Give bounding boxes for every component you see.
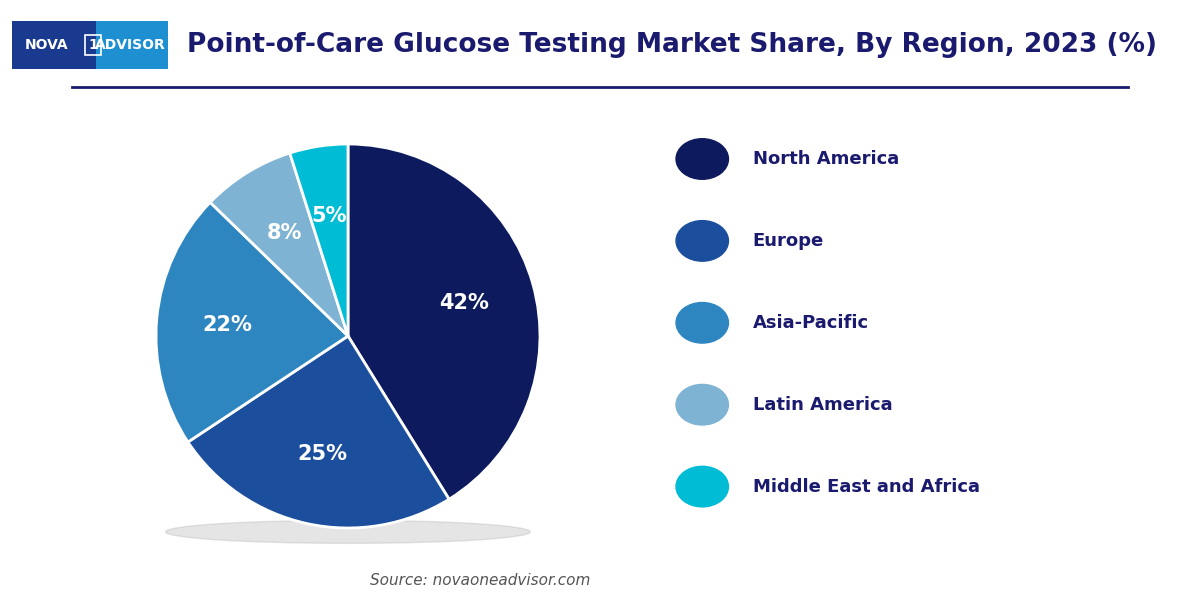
Text: ADVISOR: ADVISOR — [95, 38, 166, 52]
FancyBboxPatch shape — [96, 21, 168, 69]
Text: 8%: 8% — [266, 223, 302, 243]
Text: 42%: 42% — [439, 293, 490, 313]
FancyBboxPatch shape — [12, 21, 96, 69]
Text: Latin America: Latin America — [752, 396, 893, 414]
Circle shape — [676, 302, 728, 343]
Wedge shape — [289, 144, 348, 336]
Text: 22%: 22% — [203, 315, 252, 335]
Wedge shape — [156, 202, 348, 442]
Circle shape — [676, 221, 728, 261]
Text: NOVA: NOVA — [24, 38, 68, 52]
Text: Point-of-Care Glucose Testing Market Share, By Region, 2023 (%): Point-of-Care Glucose Testing Market Sha… — [187, 32, 1157, 58]
Text: Europe: Europe — [752, 232, 824, 250]
Circle shape — [676, 466, 728, 507]
Circle shape — [676, 139, 728, 179]
Text: Source: novaoneadvisor.com: Source: novaoneadvisor.com — [370, 573, 590, 588]
Text: 25%: 25% — [298, 444, 347, 464]
Text: North America: North America — [752, 150, 899, 168]
Text: Middle East and Africa: Middle East and Africa — [752, 478, 979, 496]
Text: 1: 1 — [89, 38, 98, 52]
Circle shape — [676, 385, 728, 425]
Ellipse shape — [166, 520, 530, 544]
Text: Asia-Pacific: Asia-Pacific — [752, 314, 869, 332]
Wedge shape — [188, 336, 449, 528]
Wedge shape — [348, 144, 540, 499]
Text: 5%: 5% — [312, 206, 347, 226]
Wedge shape — [210, 153, 348, 336]
